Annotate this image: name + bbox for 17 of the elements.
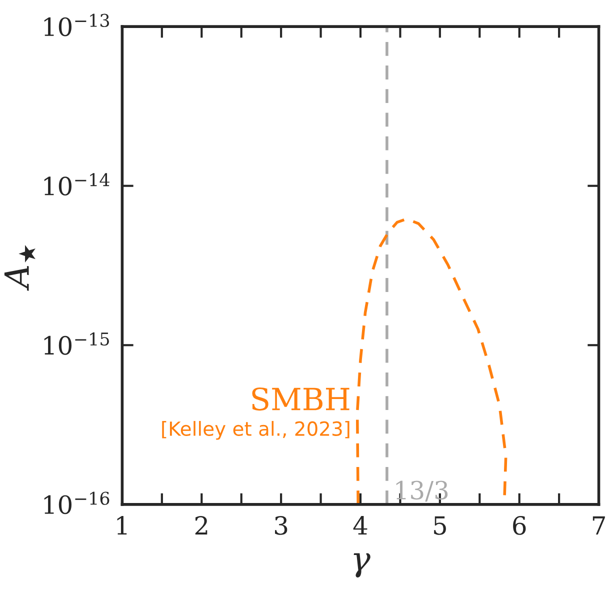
x-tick-label: 1: [117, 516, 127, 535]
x-tick-label: 7: [592, 516, 605, 535]
y-tick-label: 10$^{−16}$: [44, 492, 110, 514]
line-series: [356, 218, 508, 504]
annotation: [Kelley et al., 2023]: [162, 420, 350, 440]
y-tick-label: 10$^{−15}$: [44, 332, 109, 355]
y-tick-label: 10$^{−14}$: [44, 173, 110, 196]
y-axis-title: A$_{★}$: [4, 245, 36, 291]
x-tick-label: 6: [513, 516, 526, 535]
y-tick-label: 10$^{−13}$: [44, 14, 110, 36]
x-axis-title: γ: [354, 553, 370, 578]
x-tick-label: 2: [195, 516, 208, 535]
series-label: 13/3: [396, 480, 448, 502]
x-tick-label: 4: [353, 516, 368, 535]
x-tick-label: 3: [275, 516, 288, 535]
x-tick-label: 5: [434, 516, 446, 535]
annotation: SMBH: [252, 387, 350, 411]
